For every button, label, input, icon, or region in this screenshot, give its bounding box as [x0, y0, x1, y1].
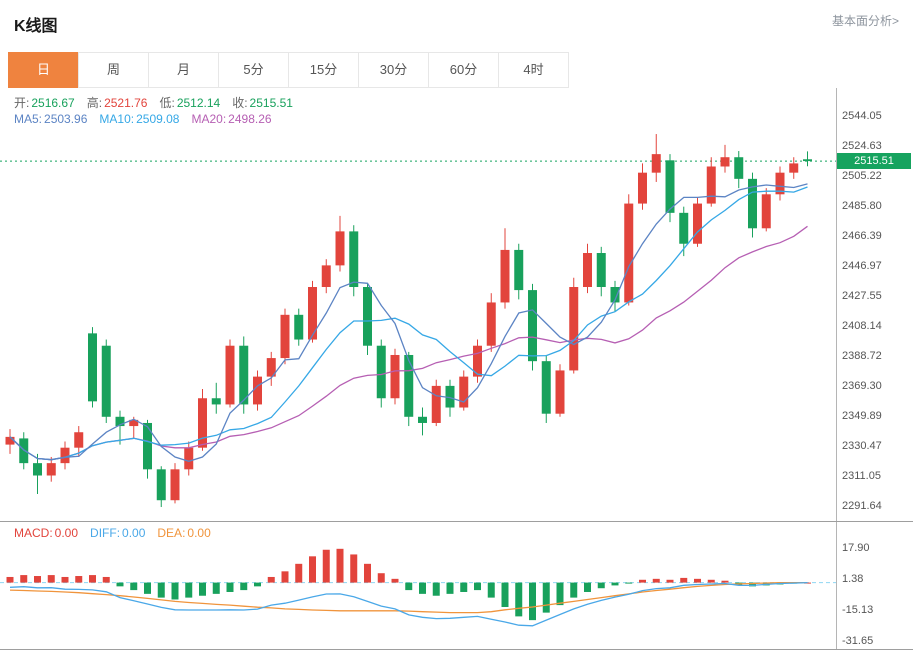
macd-panel: 17.90 1.38 -15.13 -31.65 MACD: 0.00 DIFF: 0.00…: [0, 521, 913, 650]
macd-axis-line: [836, 522, 837, 649]
macd-legend: MACD: 0.00 DIFF: 0.00 DEA: 0.00: [14, 526, 211, 540]
timeframe-tabs: 日周月 5分 15分 30分 60分 4时: [0, 52, 913, 88]
page-header: K线图 基本面分析>: [0, 0, 913, 52]
ohlc-legend: 开: 2516.67 高: 2521.76 低: 2512.14 收: 2515.51: [14, 94, 293, 111]
ohlc-open: 开: 2516.67: [14, 96, 75, 110]
macd-diff: DIFF: 0.00: [90, 526, 146, 540]
axis-label: 2388.72: [842, 350, 882, 362]
axis-label: 2544.05: [842, 110, 882, 122]
axis-label: 2466.39: [842, 230, 882, 242]
axis-label: 2446.97: [842, 260, 882, 272]
axis-label: 2408.14: [842, 320, 882, 332]
ma-ma5: MA5: 2503.96: [14, 112, 88, 126]
tab-30min[interactable]: 30分: [358, 52, 429, 88]
axis-label: 2349.89: [842, 410, 882, 422]
axis-label: 2291.64: [842, 500, 882, 512]
tab-60min[interactable]: 60分: [428, 52, 499, 88]
main-chart: 2544.05 2524.63 2505.22 2485.80 2466.39 2446.…: [0, 88, 913, 521]
candlestick-plot[interactable]: [0, 88, 836, 521]
axis-label: 17.90: [842, 542, 870, 554]
macd-macd: MACD: 0.00: [14, 526, 79, 540]
macd-dea: DEA: 0.00: [157, 526, 211, 540]
axis-label: 2330.47: [842, 440, 882, 452]
ma-legend: MA5: 2503.96 MA10: 2509.08 MA20: 2498.26: [14, 112, 272, 126]
fundamental-analysis-link[interactable]: 基本面分析>: [831, 14, 899, 28]
tab-4hour[interactable]: 4时: [498, 52, 569, 88]
axis-label: 2485.80: [842, 200, 882, 212]
ohlc-low: 低: 2512.14: [159, 96, 221, 110]
tab-month[interactable]: 月: [148, 52, 219, 88]
axis-label: 2311.05: [842, 470, 881, 482]
axis-label: -15.13: [842, 604, 874, 616]
axis-label: 1.38: [842, 573, 864, 585]
macd-plot[interactable]: [0, 522, 836, 650]
axis-label: -31.65: [842, 635, 874, 647]
tab-week[interactable]: 周: [78, 52, 149, 88]
price-axis-line: [836, 88, 837, 521]
ohlc-high: 高: 2521.76: [86, 96, 148, 110]
axis-label: 2505.22: [842, 170, 882, 182]
page-title: K线图: [14, 18, 58, 35]
axis-label: 2524.63: [842, 140, 882, 152]
ohlc-close: 收: 2515.51: [232, 96, 293, 110]
axis-label: 2369.30: [842, 380, 882, 392]
tab-15min[interactable]: 15分: [288, 52, 359, 88]
axis-label: 2427.55: [842, 290, 882, 302]
tab-5min[interactable]: 5分: [218, 52, 289, 88]
tab-day[interactable]: 日: [8, 52, 79, 88]
current-price-badge: 2515.51: [837, 153, 911, 170]
ma-ma10: MA10: 2509.08: [99, 112, 180, 126]
ma-ma20: MA20: 2498.26: [191, 112, 272, 126]
